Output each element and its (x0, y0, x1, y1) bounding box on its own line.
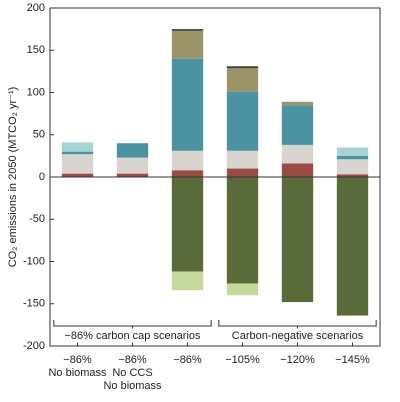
bar-segment (171, 150, 204, 171)
bar-segment (61, 142, 94, 152)
bar-segment (281, 144, 314, 164)
annotation: Carbon-negative scenarios (232, 330, 364, 342)
bar-segment (281, 163, 314, 177)
bar-segment (171, 271, 204, 291)
x-tick-label: −105% (225, 354, 260, 366)
x-tick-label: −86% No CCS No biomass (103, 354, 162, 392)
x-tick-label-line: −145% (335, 354, 370, 366)
bar-segment (171, 30, 204, 59)
bar-segment (171, 29, 204, 31)
y-tick-label: -50 (29, 213, 45, 225)
bar-segment (116, 173, 149, 177)
y-tick-label: 200 (27, 2, 45, 14)
y-tick-label: -150 (23, 298, 45, 310)
bar-segment (171, 177, 204, 272)
y-tick-label: -100 (23, 255, 45, 267)
bar-segment (116, 143, 149, 158)
bar-segment (226, 66, 259, 68)
x-tick-label-line: No biomass (103, 380, 162, 392)
y-tick-label: 50 (33, 129, 45, 141)
annotation-bg (217, 328, 378, 343)
bar-segment (281, 177, 314, 303)
x-tick-label-line: −86% (173, 354, 202, 366)
bar-segment (336, 159, 369, 175)
bar-segment (226, 91, 259, 151)
bar-segment (336, 147, 369, 156)
bar-segment (226, 67, 259, 92)
bar-segment (171, 58, 204, 151)
x-tick-label-line: −105% (225, 354, 260, 366)
bar-segment (116, 157, 149, 174)
x-tick-label: −120% (280, 354, 315, 366)
x-tick-label: −145% (335, 354, 370, 366)
bar-segment (336, 174, 369, 177)
y-tick-label: -200 (23, 340, 45, 352)
x-tick-label-line: −86% (63, 354, 92, 366)
y-tick-label: 150 (27, 44, 45, 56)
bar-segment (226, 283, 259, 296)
bar-segment (336, 155, 369, 160)
bar-segment (61, 173, 94, 177)
bar-segment (226, 150, 259, 169)
annotation: −86% carbon cap scenarios (64, 330, 201, 342)
bar-segment (61, 151, 94, 155)
bar-segment (226, 177, 259, 284)
x-tick-label: −86% No biomass (48, 354, 107, 379)
bar-segment (171, 170, 204, 177)
bar-segment (281, 101, 314, 106)
x-tick-label-line: −120% (280, 354, 315, 366)
x-tick-label-line: No biomass (48, 367, 107, 379)
y-tick-label: 0 (39, 171, 45, 183)
y-tick-label: 100 (27, 86, 45, 98)
x-tick-label-line: No CCS (112, 367, 152, 379)
x-tick-label: −86% (173, 354, 202, 366)
y-axis-label: CO₂ emissions in 2050 (MTCO₂ yr⁻¹) (7, 87, 19, 268)
bar-segment (281, 105, 314, 145)
bar-segment (61, 154, 94, 174)
x-tick-label-line: −86% (118, 354, 147, 366)
bar-segment (336, 177, 369, 316)
annotation-bg (52, 328, 213, 343)
bar-segment (226, 168, 259, 177)
